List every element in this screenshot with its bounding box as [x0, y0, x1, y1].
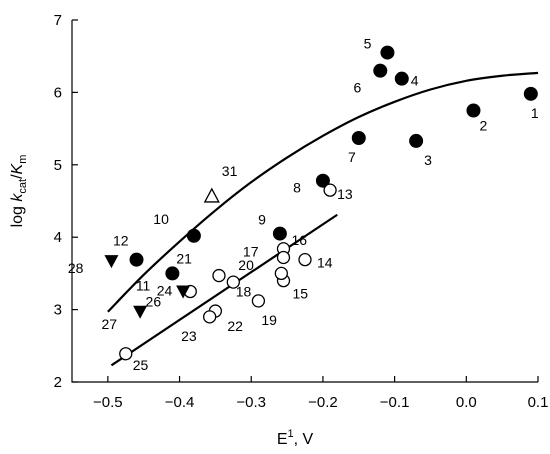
y-axis-title-K: K [9, 162, 26, 174]
point-label-4: 4 [411, 73, 419, 89]
point-label-9: 9 [258, 212, 266, 228]
marker-open-circle-18 [274, 266, 288, 281]
x-axis-title-main: E [277, 431, 288, 448]
point-label-20: 20 [238, 257, 254, 273]
point-label-27: 27 [102, 316, 118, 332]
point-label-31: 31 [222, 163, 238, 179]
marker-open-circle-14 [298, 252, 312, 267]
y-axis-title-k: k [9, 193, 26, 202]
point-label-6: 6 [353, 80, 361, 96]
x-axis-title: E1, V [277, 428, 314, 448]
y-tick-label: 6 [54, 84, 62, 101]
y-axis-title-slash: / [9, 174, 26, 179]
x-tick-label: −0.1 [380, 394, 410, 411]
fit-line [110, 213, 338, 367]
marker-filled-triangle-down-27 [133, 305, 148, 319]
point-label-7: 7 [348, 149, 356, 165]
x-tick-label: −0.2 [308, 394, 338, 411]
point-label-26: 26 [146, 294, 162, 310]
point-label-21: 21 [176, 251, 192, 267]
x-tick-label: −0.4 [165, 394, 195, 411]
marker-open-circle-20 [226, 275, 240, 289]
x-tick-label: −0.3 [236, 394, 266, 411]
data-markers [104, 45, 538, 361]
y-tick-label: 5 [54, 157, 62, 174]
point-label-8: 8 [293, 180, 301, 196]
x-axis-title-suffix: , V [294, 431, 314, 448]
marker-filled-circle-4 [394, 71, 409, 86]
point-label-16: 16 [291, 232, 307, 248]
marker-filled-circle-10 [186, 228, 201, 243]
marker-filled-circle-1 [523, 86, 538, 101]
y-axis-title-kcat-sub: cat [17, 179, 29, 194]
point-label-23: 23 [181, 328, 197, 344]
point-label-19: 19 [261, 312, 277, 328]
point-labels: 1234567891011121314151617181920212223242… [68, 36, 539, 373]
y-tick-label: 3 [54, 302, 62, 319]
y-tick-label: 7 [54, 12, 62, 29]
y-axis-title-log: log [9, 202, 26, 228]
marker-open-circle-25 [119, 347, 133, 361]
x-axis-title-sup: 1 [287, 428, 293, 440]
marker-open-circle-19 [251, 294, 266, 308]
marker-filled-circle-12 [129, 252, 144, 267]
y-axis-title-km-sub: m [17, 155, 29, 164]
fit-lines [107, 71, 539, 367]
marker-open-triangle-up-31 [203, 187, 220, 203]
point-label-11: 11 [136, 277, 151, 293]
point-label-17: 17 [243, 243, 259, 259]
point-label-25: 25 [133, 357, 149, 373]
point-label-13: 13 [337, 186, 353, 202]
point-label-22: 22 [227, 318, 243, 334]
marker-filled-circle-6 [373, 63, 388, 78]
marker-filled-circle-3 [409, 133, 424, 148]
marker-filled-circle-2 [466, 103, 481, 118]
point-label-3: 3 [424, 152, 432, 168]
marker-filled-circle-5 [380, 45, 395, 60]
axes-frame [71, 20, 538, 383]
y-axis-title: log kcat/Km [9, 155, 29, 228]
y-tick-label: 2 [54, 374, 62, 391]
marker-open-circle-23 [202, 310, 217, 324]
point-label-12: 12 [113, 233, 129, 249]
x-tick-label: 0.0 [456, 394, 477, 411]
marker-filled-circle-9 [272, 226, 287, 241]
point-label-24: 24 [157, 283, 173, 299]
point-label-10: 10 [153, 211, 169, 227]
point-label-1: 1 [531, 105, 539, 121]
point-label-14: 14 [317, 255, 333, 271]
point-label-2: 2 [479, 118, 487, 134]
x-tick-label: 0.1 [528, 394, 549, 411]
point-label-15: 15 [292, 286, 308, 302]
y-tick-label: 4 [54, 229, 62, 246]
point-label-5: 5 [364, 36, 372, 52]
x-tick-label: −0.5 [93, 394, 123, 411]
point-label-18: 18 [236, 283, 252, 299]
marker-open-circle-21 [212, 268, 226, 283]
marker-filled-triangle-down-28 [104, 255, 119, 269]
marker-filled-circle-11 [165, 266, 180, 281]
marker-open-circle-17 [276, 250, 291, 265]
marker-filled-triangle-down-26 [176, 285, 191, 299]
fit-curve [107, 71, 539, 313]
marker-filled-circle-7 [351, 131, 366, 146]
marker-open-circle-13 [323, 183, 337, 197]
point-label-28: 28 [68, 260, 84, 276]
marker-filled-circle-8 [315, 173, 330, 188]
